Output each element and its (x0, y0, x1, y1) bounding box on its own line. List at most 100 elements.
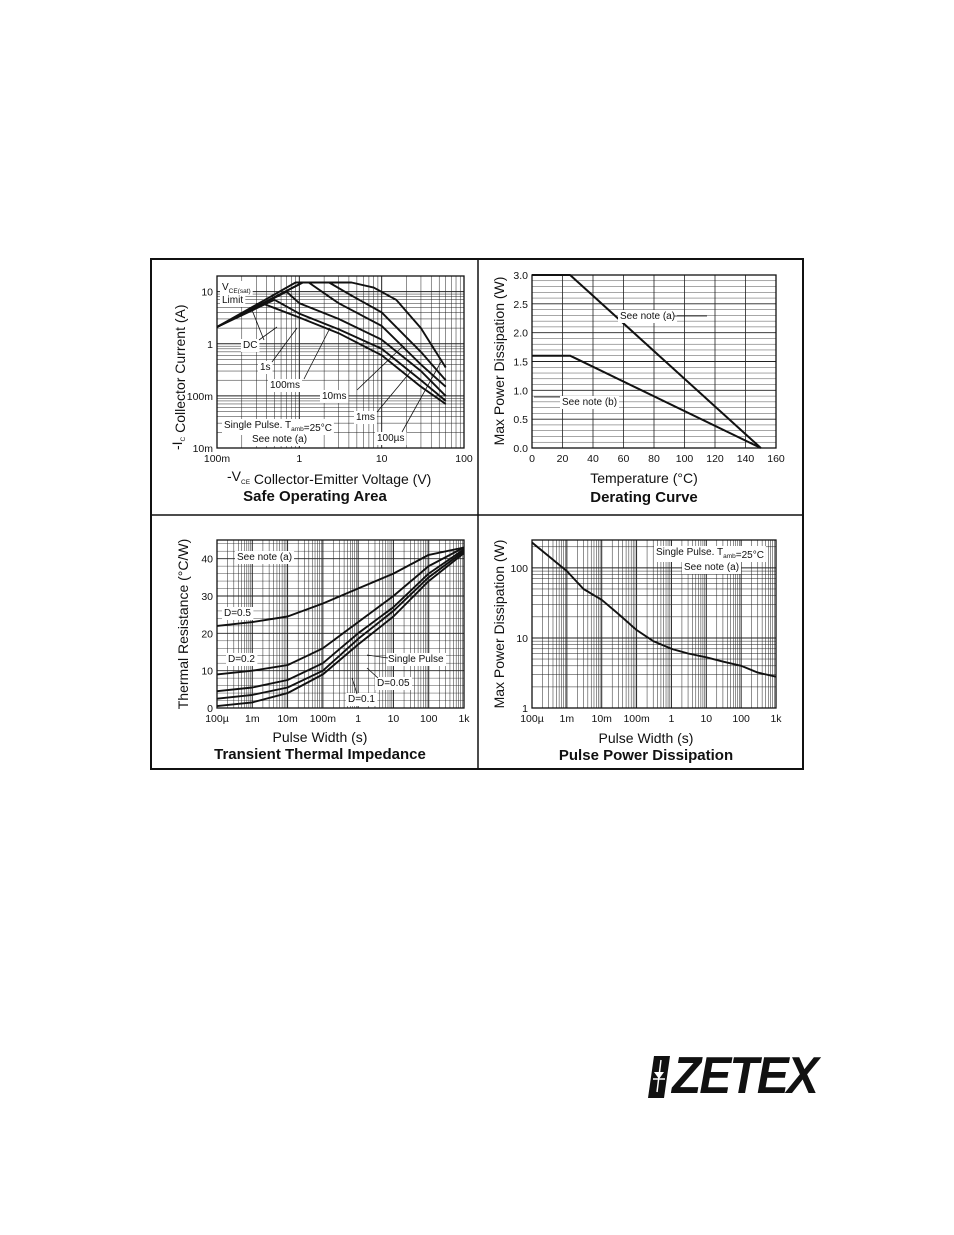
annotation-single-pulse-bg (654, 546, 766, 562)
annotation-single-pulse-group: Single Pulse. Tamb=25°C (222, 419, 334, 435)
annotation-single-pulse-bg (222, 419, 334, 435)
annotation-see-note: See note (a) (237, 552, 292, 563)
series-line (531, 541, 777, 678)
y-tick-label: 100 (510, 563, 528, 575)
y-tick-label: 0.5 (513, 414, 528, 426)
plot-frame (531, 274, 777, 449)
zetex-logo-text: ZETEX (672, 1047, 819, 1105)
y-tick-label: 1.0 (513, 385, 528, 397)
y-axis-label: -IC Collector Current (A) (169, 304, 188, 450)
series-line (216, 550, 465, 700)
annotation-d005-bg (375, 677, 412, 690)
y-axis-label: Thermal Resistance (°C/W) (175, 539, 191, 710)
y-axis-label-group: Thermal Resistance (°C/W) (175, 539, 191, 710)
annotation-see-note-bg (682, 561, 742, 574)
x-tick-label: 140 (737, 453, 755, 465)
annotation-leader (271, 327, 298, 363)
x-tick-label: 1 (296, 453, 302, 465)
x-tick-label: 1m (245, 713, 260, 725)
annotation-dc-group: DC (241, 339, 260, 352)
chart-panel-3: 100µ 1m 10m 100m 1 10 100 1k 0 10 20 30 40 Transient … (175, 539, 470, 763)
y-tick-label: 1.5 (513, 357, 528, 369)
annotation-limit-group: Limit (220, 294, 246, 307)
annotation-see-note-bg (235, 551, 295, 564)
y-tick-label: 2.5 (513, 299, 528, 311)
y-tick-label: 10m (193, 443, 214, 455)
x-tick-label: 1 (355, 713, 361, 725)
zetex-logo (648, 1056, 670, 1098)
annotation-vcesat-group: VCE(sat) (220, 281, 253, 296)
y-tick-label: 30 (201, 591, 213, 603)
y-tick-label: 1 (522, 703, 528, 715)
charts-figure: 100m 1 10 100 10m 100m 1 10 Safe Operating Area -… (150, 258, 804, 770)
y-axis-label-group: Max Power Dissipation (W) (491, 540, 507, 709)
x-tick-label: 1m (560, 713, 575, 725)
annotation-see-note-bg (250, 433, 310, 446)
annotation-see-note: See note (a) (684, 562, 739, 573)
series-line (216, 281, 447, 388)
chart-panel-2: 0 20 40 60 80 100 120 140 160 0.0 0.5 1.0 1.5 2.0 2.5 3… (491, 270, 785, 506)
y-tick-label: 40 (201, 554, 213, 566)
chart-panel-4: 100µ 1m 10m 100m 1 10 100 1k 1 10 100 Pulse Power D… (491, 539, 782, 764)
annotation-see-note-group: See note (a) (682, 561, 742, 574)
annotation-d02-group: D=0.2 (226, 653, 258, 666)
x-tick-label: 100 (420, 713, 438, 725)
annotation-100ms-group: 100ms (268, 379, 303, 392)
annotation-10ms-group: 10ms (320, 390, 349, 403)
x-tick-label: 20 (557, 453, 569, 465)
x-tick-label: 100µ (520, 713, 544, 725)
annotation-note-b-bg (560, 396, 620, 409)
y-tick-label: 100m (187, 391, 214, 403)
annotation-single-pulse: Single Pulse. Tamb=25°C (224, 420, 332, 434)
annotation-100us-bg (375, 432, 407, 445)
x-tick-label: 1 (669, 713, 675, 725)
y-axis-label: Max Power Dissipation (W) (491, 540, 507, 709)
plot-grid (216, 540, 465, 709)
annotation-leader (356, 346, 403, 391)
series-line (216, 546, 465, 676)
annotation-d02: D=0.2 (228, 654, 255, 665)
x-tick-label: 10m (277, 713, 298, 725)
annotation-d05-group: D=0.5 (222, 607, 254, 620)
x-tick-label: 1k (770, 713, 782, 725)
series-line (216, 552, 465, 708)
annotation-limit: Limit (222, 295, 243, 306)
x-axis-label: Pulse Width (s) (599, 730, 694, 746)
x-tick-label: 10 (388, 713, 400, 725)
annotation-single-pulse: Single Pulse. Tamb=25°C (656, 547, 764, 561)
chart-title: Safe Operating Area (243, 488, 387, 505)
y-tick-label: 1 (207, 339, 213, 351)
annotation-leader (258, 326, 278, 341)
annotation-leader (251, 309, 265, 341)
x-tick-label: 100µ (205, 713, 229, 725)
annotation-d05: D=0.5 (224, 608, 251, 619)
x-tick-label: 100 (732, 713, 750, 725)
series-line (216, 548, 465, 693)
annotation-d01: D=0.1 (348, 694, 375, 705)
x-tick-label: 80 (648, 453, 660, 465)
y-tick-label: 20 (201, 628, 213, 640)
annotation-see-note-group: See note (a) (250, 433, 310, 446)
annotation-100ms: 100ms (270, 380, 300, 391)
x-tick-label: 10 (376, 453, 388, 465)
x-tick-label: 100m (310, 713, 337, 725)
y-tick-label: 0 (207, 703, 213, 715)
annotation-d05-bg (222, 607, 254, 620)
annotation-limit-bg (220, 294, 246, 307)
x-tick-label: 60 (618, 453, 630, 465)
x-tick-label: 10m (591, 713, 612, 725)
annotation-1s-group: 1s (258, 361, 273, 374)
annotation-100ms-bg (268, 379, 303, 392)
annotation-note-a-bg (618, 310, 678, 323)
annotation-d01-bg (346, 693, 378, 706)
x-axis-label: Temperature (°C) (590, 470, 698, 486)
annotation-leader (366, 667, 379, 679)
annotation-note-a-group: See note (a) (618, 310, 678, 323)
annotation-10ms-bg (320, 390, 349, 403)
annotation-see-note: See note (a) (252, 434, 307, 445)
annotation-dc-bg (241, 339, 260, 352)
chart-title: Pulse Power Dissipation (559, 747, 733, 764)
x-tick-label: 120 (706, 453, 724, 465)
x-axis-label: Pulse Width (s) (273, 729, 368, 745)
